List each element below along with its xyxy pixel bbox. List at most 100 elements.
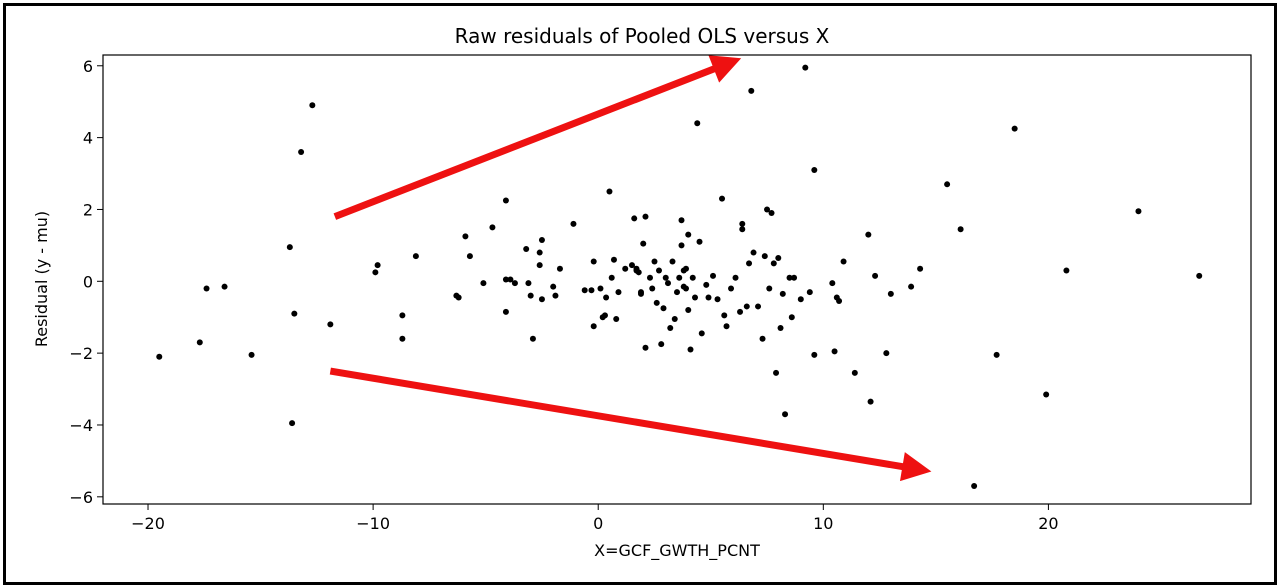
data-point <box>685 307 692 314</box>
data-point <box>631 215 638 222</box>
data-point <box>502 308 509 315</box>
data-point <box>601 312 608 319</box>
data-point <box>581 287 588 294</box>
data-point <box>615 289 622 296</box>
data-point <box>529 335 536 342</box>
data-point <box>291 310 298 317</box>
data-point <box>552 292 559 299</box>
data-point <box>606 188 613 195</box>
x-tick-label: 10 <box>813 514 833 533</box>
data-point <box>374 262 381 269</box>
data-point <box>696 238 703 245</box>
data-point <box>865 231 872 238</box>
data-point <box>737 308 744 315</box>
data-point <box>748 87 755 94</box>
data-point <box>399 335 406 342</box>
lower-trend-arrow <box>329 367 932 482</box>
data-point <box>779 290 786 297</box>
data-point <box>721 312 728 319</box>
data-point <box>525 280 532 287</box>
data-point <box>768 210 775 217</box>
y-tick-label: −2 <box>69 344 93 363</box>
y-axis-label: Residual (y - mu) <box>32 211 51 347</box>
data-point <box>613 316 620 323</box>
data-point <box>640 240 647 247</box>
data-point <box>1063 267 1070 274</box>
data-point <box>642 213 649 220</box>
data-point <box>829 280 836 287</box>
data-point <box>755 303 762 310</box>
data-point <box>536 262 543 269</box>
data-point <box>797 296 804 303</box>
data-point <box>678 242 685 249</box>
y-tick-label: −4 <box>69 416 93 435</box>
data-point <box>597 285 604 292</box>
data-point <box>692 294 699 301</box>
data-point <box>507 276 514 283</box>
data-point <box>637 290 644 297</box>
data-point <box>683 285 690 292</box>
data-point <box>523 245 530 252</box>
y-axis-ticks: −6 −4 −2 0 2 4 6 <box>69 57 103 507</box>
data-point <box>221 283 228 290</box>
x-axis-ticks: −20 −10 0 10 20 <box>131 504 1059 533</box>
data-point <box>538 236 545 243</box>
x-tick-label: 20 <box>1038 514 1058 533</box>
data-point <box>811 166 818 173</box>
data-point <box>770 260 777 267</box>
data-point <box>917 265 924 272</box>
data-point <box>683 265 690 272</box>
data-point <box>743 303 750 310</box>
x-tick-label: −10 <box>356 514 390 533</box>
data-point <box>872 272 879 279</box>
data-point <box>719 195 726 202</box>
data-point <box>196 339 203 346</box>
data-point <box>703 281 710 288</box>
chart-frame <box>3 3 1277 585</box>
data-point <box>806 289 813 296</box>
upper-trend-arrow <box>333 55 742 220</box>
data-point <box>466 253 473 260</box>
data-point <box>608 274 615 281</box>
data-point <box>502 197 509 204</box>
data-point <box>462 233 469 240</box>
data-point <box>761 253 768 260</box>
data-point <box>831 348 838 355</box>
data-point <box>887 290 894 297</box>
data-point <box>993 351 1000 358</box>
data-point <box>723 323 730 330</box>
y-tick-label: −6 <box>69 488 93 507</box>
data-point <box>678 217 685 224</box>
data-point <box>1196 272 1203 279</box>
data-point <box>676 274 683 281</box>
data-point <box>653 299 660 306</box>
data-point <box>667 324 674 331</box>
data-point <box>603 294 610 301</box>
data-point <box>739 220 746 227</box>
data-point <box>642 344 649 351</box>
y-tick-label: 0 <box>83 272 93 291</box>
data-point <box>669 258 676 265</box>
data-point <box>777 324 784 331</box>
data-point <box>836 298 843 305</box>
data-point <box>570 220 577 227</box>
data-point <box>298 148 305 155</box>
data-point <box>536 249 543 256</box>
data-point <box>502 276 509 283</box>
data-point <box>957 226 964 233</box>
data-point <box>399 312 406 319</box>
data-point <box>628 262 635 269</box>
data-point <box>698 330 705 337</box>
data-point <box>1135 208 1142 215</box>
data-point <box>791 274 798 281</box>
data-point <box>538 296 545 303</box>
data-point <box>649 285 656 292</box>
data-point <box>883 350 890 357</box>
data-point <box>775 254 782 261</box>
data-points <box>156 64 1203 490</box>
annotation-arrows <box>329 55 932 482</box>
data-point <box>412 253 419 260</box>
data-point <box>685 231 692 238</box>
data-point <box>944 181 951 188</box>
data-point <box>710 272 717 279</box>
